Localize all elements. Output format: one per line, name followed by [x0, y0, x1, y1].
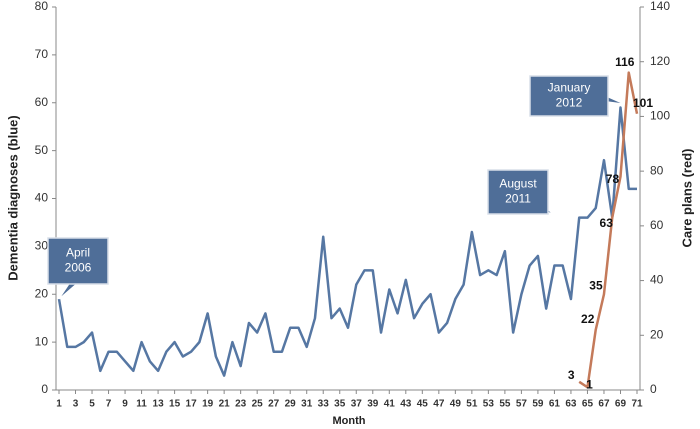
x-tick-label: 19: [202, 399, 214, 410]
data-label: 35: [589, 278, 603, 292]
x-tick-label: 63: [565, 399, 577, 410]
x-tick-label: 7: [106, 399, 112, 410]
x-tick-label: 35: [334, 399, 346, 410]
y2-tick-label: 60: [650, 218, 664, 232]
x-tick-label: 45: [417, 399, 429, 410]
x-tick-label: 59: [532, 399, 544, 410]
callout-text: April: [66, 246, 90, 260]
y2-tick-label: 120: [650, 54, 670, 68]
x-tick-label: 5: [89, 399, 95, 410]
y-tick-label: 0: [41, 382, 48, 396]
x-tick-label: 51: [466, 399, 478, 410]
y-tick-label: 80: [35, 0, 49, 13]
y-tick-label: 20: [35, 286, 49, 300]
x-tick-label: 55: [499, 399, 511, 410]
y2-tick-label: 80: [650, 163, 664, 177]
x-tick-label: 67: [598, 399, 610, 410]
y-tick-label: 60: [35, 95, 49, 109]
x-tick-label: 1: [56, 399, 62, 410]
y-axis-title: Dementia diagnoses (blue): [5, 115, 20, 280]
series-line: [578, 71, 639, 389]
y-tick-label: 30: [35, 239, 49, 253]
callout-text: January: [548, 81, 591, 95]
x-tick-label: 39: [367, 399, 379, 410]
y-tick-label: 40: [35, 191, 49, 205]
x-tick-label: 31: [301, 399, 313, 410]
callout-box: [47, 237, 109, 285]
x-tick-label: 23: [235, 399, 247, 410]
callout-box: [487, 169, 549, 215]
x-tick-label: 33: [318, 399, 330, 410]
x-tick-label: 41: [384, 399, 396, 410]
data-label: 3: [568, 368, 575, 382]
y2-axis-title: Care plans (red): [679, 149, 694, 248]
y-tick-label: 70: [35, 47, 49, 61]
x-tick-label: 25: [252, 399, 264, 410]
x-tick-label: 71: [631, 399, 643, 410]
x-tick-label: 49: [450, 399, 462, 410]
y2-tick-label: 20: [650, 327, 664, 341]
y2-tick-label: 140: [650, 0, 670, 13]
callout-text: 2012: [556, 96, 583, 110]
y2-tick-label: 100: [650, 109, 670, 123]
callout-box: [529, 75, 609, 117]
x-tick-label: 65: [582, 399, 594, 410]
x-tick-label: 11: [136, 399, 147, 410]
x-tick-label: 3: [73, 399, 79, 410]
x-axis-title: Month: [333, 415, 366, 427]
x-tick-label: 57: [516, 399, 528, 410]
x-tick-label: 17: [186, 399, 198, 410]
data-label: 101: [633, 96, 653, 110]
y2-tick-label: 40: [650, 273, 664, 287]
data-label: 116: [615, 55, 635, 69]
x-tick-label: 47: [433, 399, 445, 410]
callout-text: 2006: [65, 261, 92, 275]
series-line: [57, 106, 637, 377]
callout-text: 2011: [505, 192, 531, 206]
x-tick-label: 29: [285, 399, 297, 410]
callout-text: August: [499, 177, 537, 191]
x-tick-label: 53: [483, 399, 495, 410]
data-label: 22: [581, 312, 595, 326]
y-tick-label: 50: [35, 143, 49, 157]
x-tick-label: 69: [615, 399, 627, 410]
y2-tick-label: 0: [650, 382, 657, 396]
x-tick-label: 27: [268, 399, 280, 410]
data-label: 78: [606, 172, 620, 186]
x-tick-label: 61: [549, 399, 561, 410]
x-tick-label: 13: [153, 399, 165, 410]
x-tick-label: 9: [122, 399, 128, 410]
data-label: 1: [586, 377, 593, 391]
data-label: 63: [600, 216, 614, 230]
y-tick-label: 10: [35, 334, 49, 348]
x-tick-label: 21: [219, 399, 231, 410]
x-tick-label: 43: [400, 399, 412, 410]
x-tick-label: 37: [351, 399, 363, 410]
x-tick-label: 15: [169, 399, 181, 410]
